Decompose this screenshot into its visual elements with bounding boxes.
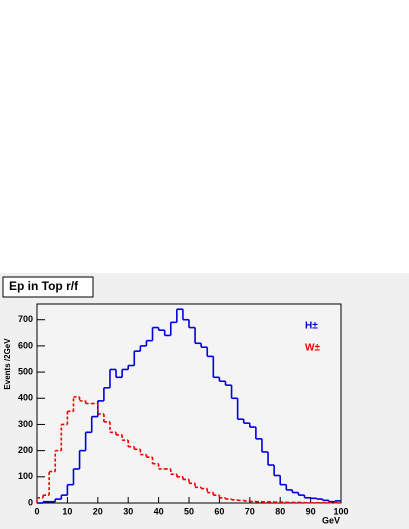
x-tick-label: 10: [62, 506, 72, 516]
y-tick-label: 500: [18, 366, 33, 376]
y-tick-label: 200: [18, 445, 33, 455]
legend-entry: H±: [305, 321, 318, 332]
x-tick-label: 40: [154, 506, 164, 516]
x-tick-label: 0: [34, 506, 39, 516]
y-tick-label: 300: [18, 419, 33, 429]
x-tick-label: 100: [333, 506, 348, 516]
x-tick-label: 90: [306, 506, 316, 516]
legend-entry: W±: [305, 343, 320, 354]
chart-title: Ep in Top r/f: [9, 279, 79, 293]
y-axis-label: Events /2GeV: [3, 338, 12, 390]
x-tick-label: 80: [275, 506, 285, 516]
x-axis-label: GeV: [322, 515, 340, 525]
x-tick-label: 30: [123, 506, 133, 516]
x-tick-label: 70: [245, 506, 255, 516]
plot-frame: [36, 303, 342, 504]
title-box: [2, 276, 94, 298]
y-tick-label: 600: [18, 340, 33, 350]
y-tick-label: 0: [28, 497, 33, 507]
y-tick-label: 400: [18, 393, 33, 403]
x-tick-label: 50: [184, 506, 194, 516]
y-tick-label: 100: [18, 471, 33, 481]
x-tick-label: 60: [214, 506, 224, 516]
x-tick-label: 20: [93, 506, 103, 516]
y-tick-label: 700: [18, 314, 33, 324]
